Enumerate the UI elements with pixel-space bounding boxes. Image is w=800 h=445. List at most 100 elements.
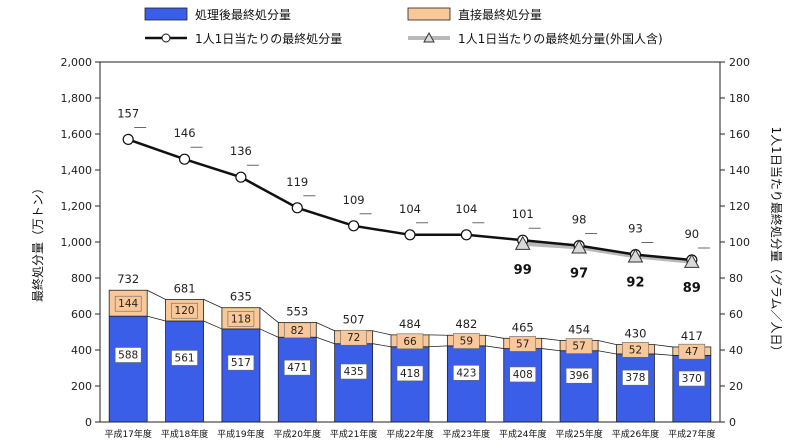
- bar-segment-processed: [673, 355, 711, 422]
- line-value-label-foreign: 92: [626, 275, 644, 290]
- line-value-label: 104: [455, 202, 477, 216]
- bar-total-label: 430: [624, 327, 646, 341]
- left-tick-label: 2,000: [61, 56, 93, 69]
- line-value-label: 146: [174, 126, 196, 140]
- line-value-label: 104: [399, 202, 421, 216]
- bar-total-label: 465: [512, 320, 534, 334]
- category-label: 平成18年度: [161, 428, 208, 440]
- left-tick-label: 1,400: [61, 164, 93, 177]
- left-tick-label: 1,600: [61, 128, 93, 141]
- category-label: 平成20年度: [274, 428, 321, 440]
- left-tick-label: 400: [71, 344, 92, 357]
- bar-total-label: 635: [230, 290, 252, 304]
- bar-value-processed: 517: [231, 357, 251, 369]
- right-tick-label: 120: [729, 200, 750, 213]
- connector-line: [485, 346, 503, 349]
- bar-total-label: 454: [568, 322, 590, 336]
- bar-total-label: 482: [455, 317, 477, 331]
- connector-line: [147, 316, 165, 321]
- line-value-label-foreign: 89: [683, 281, 701, 296]
- legend-swatch-processed: [145, 8, 187, 20]
- connector-line: [147, 290, 165, 299]
- category-label: 平成27年度: [668, 428, 715, 440]
- left-tick-label: 600: [71, 308, 92, 321]
- legend-label-direct: 直接最終処分量: [458, 7, 542, 22]
- line-value-label: 93: [628, 222, 643, 236]
- bar-value-processed: 588: [118, 349, 138, 361]
- legend-label-processed: 処理後最終処分量: [195, 7, 291, 22]
- line-point: [123, 134, 133, 144]
- line-point: [461, 230, 471, 240]
- bar-value-direct: 120: [175, 305, 195, 317]
- left-tick-label: 1,000: [61, 236, 93, 249]
- right-tick-label: 160: [729, 128, 750, 141]
- right-tick-label: 180: [729, 92, 750, 105]
- bar-value-processed: 423: [456, 367, 476, 379]
- line-value-label: 90: [684, 227, 699, 241]
- connector-line: [542, 349, 560, 351]
- bar-value-direct: 59: [460, 336, 473, 348]
- right-tick-label: 200: [729, 56, 750, 69]
- bar-total-label: 417: [681, 329, 703, 343]
- bar-value-processed: 396: [569, 370, 589, 382]
- connector-line: [316, 337, 334, 343]
- bar-segment-processed: [447, 346, 485, 422]
- bar-segment-processed: [560, 351, 598, 422]
- line-series-per-capita: [128, 139, 692, 260]
- bar-segment-processed: [616, 354, 654, 422]
- bar-value-processed: 418: [400, 368, 420, 380]
- line-value-label-foreign: 97: [570, 266, 588, 281]
- right-tick-label: 80: [729, 272, 743, 285]
- bar-value-direct: 66: [403, 336, 417, 348]
- bar-value-direct: 57: [516, 338, 529, 350]
- bar-value-direct: 144: [118, 298, 138, 310]
- line-value-label: 101: [512, 207, 534, 221]
- right-tick-label: 60: [729, 308, 743, 321]
- connector-line: [204, 321, 222, 329]
- bar-total-label: 507: [343, 313, 365, 327]
- bar-value-processed: 471: [287, 362, 307, 374]
- connector-line: [598, 351, 616, 354]
- bar-segment-processed: [222, 329, 260, 422]
- category-label: 平成23年度: [443, 428, 490, 440]
- y-axis-title: 最終処分量（万トン）: [30, 182, 45, 302]
- connector-line: [260, 308, 278, 323]
- bar-value-processed: 435: [344, 366, 364, 378]
- right-tick-label: 140: [729, 164, 750, 177]
- left-tick-label: 200: [71, 380, 92, 393]
- bar-total-label: 732: [117, 272, 139, 286]
- line-value-label: 136: [230, 144, 252, 158]
- bar-value-processed: 370: [682, 373, 702, 385]
- connector-line: [598, 340, 616, 344]
- bar-segment-processed: [335, 344, 373, 422]
- right-tick-label: 100: [729, 236, 750, 249]
- legend-label-per-capita: 1人1日当たりの最終処分量: [195, 31, 342, 46]
- line-series-foreign: [523, 244, 692, 262]
- line-point: [236, 172, 246, 182]
- category-label: 平成22年度: [386, 428, 433, 440]
- connector-line: [316, 322, 334, 330]
- category-label: 平成17年度: [104, 428, 151, 440]
- bar-value-direct: 47: [685, 346, 698, 358]
- left-tick-label: 1,800: [61, 92, 93, 105]
- line-point: [292, 203, 302, 213]
- line-value-label: 119: [286, 175, 308, 189]
- category-label: 平成19年度: [217, 428, 264, 440]
- connector-line: [260, 329, 278, 337]
- bar-segment-processed: [391, 347, 429, 422]
- category-label: 平成25年度: [555, 428, 602, 440]
- right-tick-label: 20: [729, 380, 743, 393]
- connector-line: [373, 344, 391, 347]
- legend: 処理後最終処分量 直接最終処分量 1人1日当たりの最終処分量 1人1日当たりの最終処分…: [145, 7, 663, 46]
- bar-segment-processed: [504, 349, 542, 422]
- bar-segment-processed: [278, 337, 316, 422]
- line-point: [349, 221, 359, 231]
- bar-total-label: 681: [174, 281, 196, 295]
- legend-marker-circle: [162, 34, 170, 42]
- connector-line: [654, 354, 672, 355]
- chart: 処理後最終処分量 直接最終処分量1人1日当たりの最終処分量 1人1日当たりの最終処分…: [0, 0, 800, 445]
- connector-line: [542, 338, 560, 340]
- y2-axis-title: 1人1日当たり最終処分量（グラム／人日）: [769, 127, 784, 358]
- bar-total-label: 553: [286, 304, 308, 318]
- line-value-label: 98: [572, 213, 587, 227]
